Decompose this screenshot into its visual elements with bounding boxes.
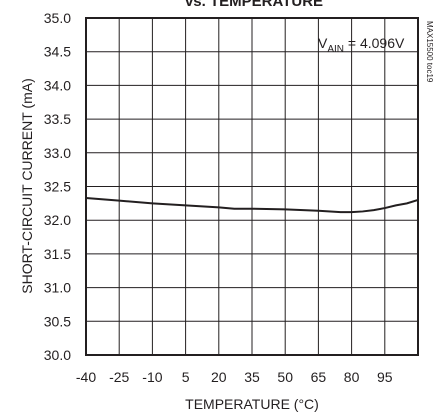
side-label: MAX15500 toc19 bbox=[425, 21, 433, 83]
x-tick-label: -40 bbox=[76, 369, 96, 385]
x-tick-label: 50 bbox=[277, 369, 293, 385]
series-line bbox=[85, 196, 419, 214]
x-tick-label: 5 bbox=[182, 369, 190, 385]
x-tick-label: 80 bbox=[344, 369, 360, 385]
y-tick-label: 30.0 bbox=[44, 347, 71, 363]
grid-lines bbox=[86, 18, 418, 355]
y-tick-label: 31.0 bbox=[44, 280, 71, 296]
y-tick-label: 33.5 bbox=[44, 111, 71, 127]
x-tick-label: 20 bbox=[211, 369, 227, 385]
y-tick-label: 34.0 bbox=[44, 77, 71, 93]
x-tick-label: 35 bbox=[244, 369, 260, 385]
y-tick-label: 32.0 bbox=[44, 212, 71, 228]
x-tick-label: -10 bbox=[142, 369, 162, 385]
y-tick-label: 35.0 bbox=[44, 10, 71, 26]
y-tick-label: 32.5 bbox=[44, 179, 71, 195]
x-tick-label: 65 bbox=[311, 369, 327, 385]
x-tick-label: -25 bbox=[109, 369, 129, 385]
chart-title: vs. TEMPERATURE bbox=[185, 0, 323, 10]
y-tick-label: 33.0 bbox=[44, 145, 71, 161]
annotation-prefix: V bbox=[318, 35, 328, 51]
annotation-subscript: AIN bbox=[327, 44, 344, 55]
y-tick-label: 30.5 bbox=[44, 313, 71, 329]
y-tick-label: 31.5 bbox=[44, 246, 71, 262]
y-tick-labels: 30.0 30.5 31.0 31.5 32.0 32.5 33.0 33.5 34.0 34.5… bbox=[44, 10, 71, 363]
y-tick-label: 34.5 bbox=[44, 44, 71, 60]
x-tick-labels: -40 -25 -10 5 20 35 50 65 80 95 bbox=[76, 369, 393, 385]
plot-frame bbox=[85, 17, 419, 356]
x-tick-label: 95 bbox=[377, 369, 393, 385]
annotation-vain: VAIN = 4.096V bbox=[318, 35, 405, 55]
x-axis-title: TEMPERATURE (°C) bbox=[185, 396, 319, 412]
y-axis-title: SHORT-CIRCUIT CURRENT (mA) bbox=[19, 78, 35, 293]
annotation-value: = 4.096V bbox=[344, 35, 405, 51]
